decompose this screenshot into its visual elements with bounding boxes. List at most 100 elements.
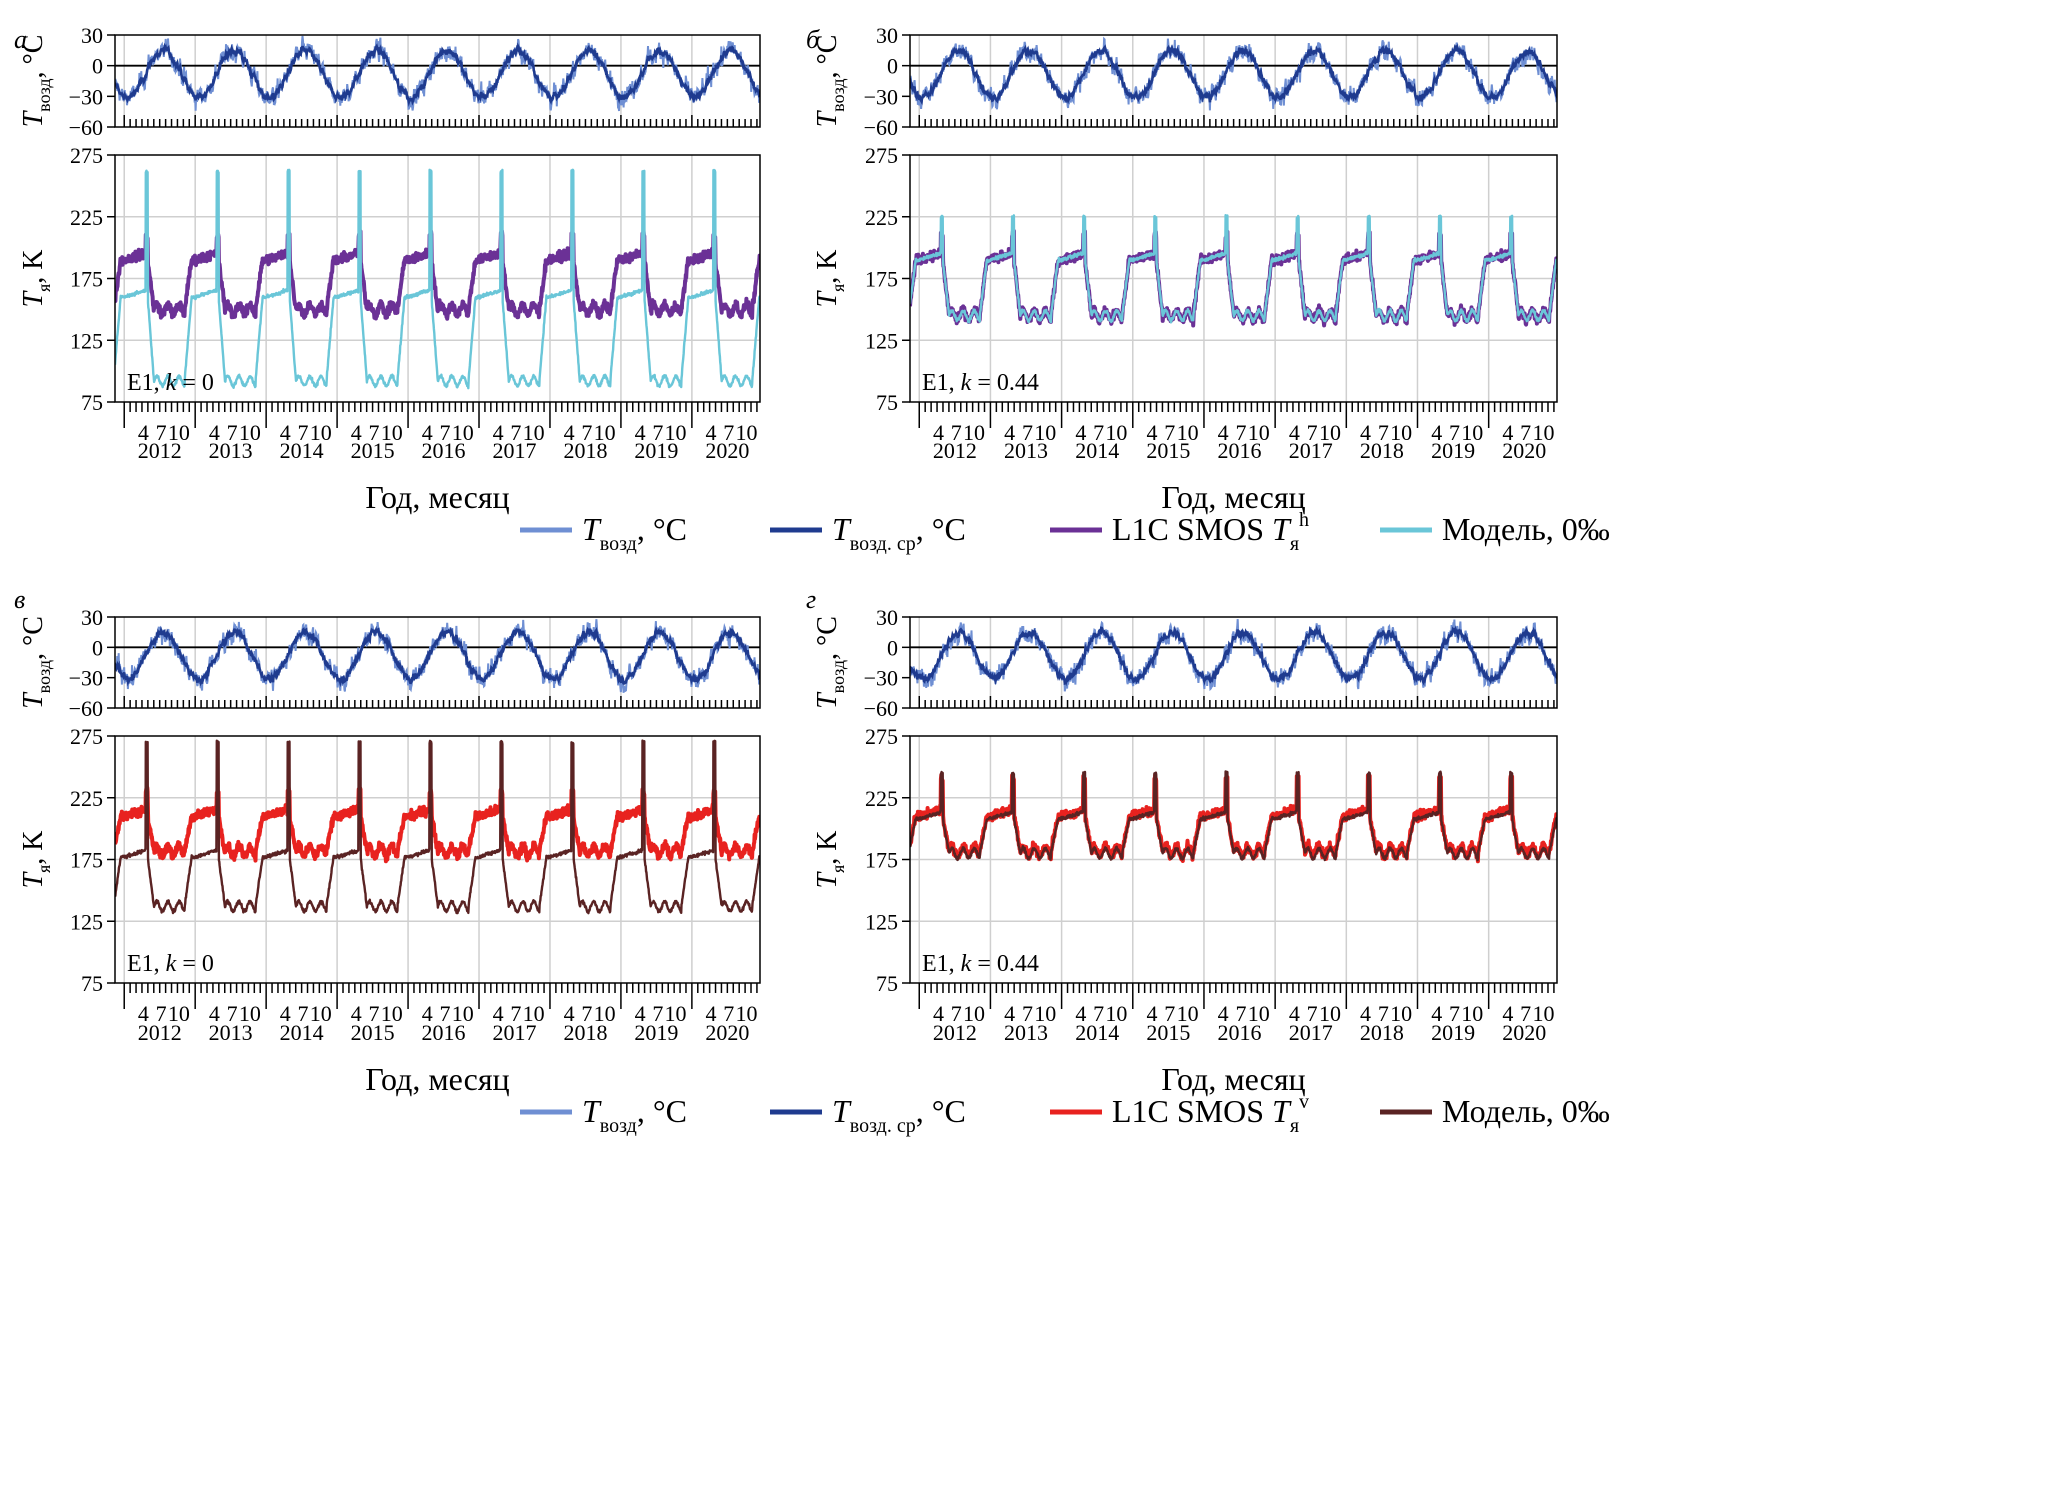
- tb-tick-label: 75: [876, 971, 898, 996]
- month-tick-label: 4: [1360, 1001, 1371, 1026]
- tb-axis-label: Tя, K: [812, 830, 848, 888]
- month-tick-label: 7: [227, 420, 238, 445]
- month-tick-label: 4: [351, 420, 362, 445]
- month-tick-label: 7: [1449, 1001, 1460, 1026]
- air-tick-label: −60: [864, 115, 898, 140]
- month-tick-label: 10: [310, 420, 332, 445]
- legend-text-sup: v: [1299, 1091, 1309, 1113]
- annotation-k: k: [166, 370, 177, 396]
- month-tick-label: 7: [1164, 1001, 1175, 1026]
- legend-text: Модель, 0‰: [1442, 511, 1610, 547]
- month-tick-label: 10: [1319, 420, 1341, 445]
- air-tick-label: −60: [69, 115, 103, 140]
- month-tick-label: 4: [706, 1001, 717, 1026]
- legend-text-main: T: [1272, 1093, 1292, 1129]
- month-tick-label: 4: [1004, 1001, 1015, 1026]
- month-tick-label: 4: [209, 1001, 220, 1026]
- month-tick-label: 7: [1164, 420, 1175, 445]
- month-tick-label: 7: [298, 420, 309, 445]
- month-tick-label: 10: [1532, 420, 1554, 445]
- month-tick-label: 10: [1034, 1001, 1056, 1026]
- panel-label: а: [14, 25, 27, 54]
- month-tick-label: 4: [422, 420, 433, 445]
- smos-tb-series: [115, 229, 760, 321]
- month-tick-label: 10: [736, 420, 758, 445]
- month-tick-label: 10: [523, 1001, 545, 1026]
- month-ticks: [123, 696, 758, 1009]
- year-label: 2012: [138, 438, 182, 463]
- legend-label: Модель, 0‰: [1442, 1093, 1610, 1129]
- gridlines: [910, 617, 1557, 983]
- year-label: 2020: [1502, 1020, 1546, 1045]
- month-tick-label: 4: [1147, 1001, 1158, 1026]
- tb-tick-label: 225: [70, 205, 103, 230]
- tb-axis-label-main: T: [18, 871, 49, 889]
- month-tick-label: 4: [493, 1001, 504, 1026]
- month-tick-label: 10: [963, 1001, 985, 1026]
- month-tick-label: 7: [510, 1001, 521, 1026]
- month-tick-label: 4: [1004, 420, 1015, 445]
- month-tick-label: 7: [368, 1001, 379, 1026]
- legend-text-unit: , °C: [637, 511, 687, 547]
- legend-text-sub: возд: [600, 533, 637, 555]
- air-tick-label: −30: [864, 84, 898, 109]
- model-tb-series: [910, 770, 1557, 862]
- month-tick-label: 4: [706, 420, 717, 445]
- year-label: 2015: [1146, 438, 1190, 463]
- month-tick-label: 10: [594, 1001, 616, 1026]
- x-axis-label: Год, месяц: [1161, 1061, 1305, 1097]
- month-ticks: [918, 115, 1555, 428]
- month-tick-label: 10: [381, 1001, 403, 1026]
- year-label: 2014: [1075, 1020, 1119, 1045]
- year-label: 2018: [1360, 1020, 1404, 1045]
- air-temperature-series: [910, 619, 1557, 692]
- model-tb-series: [115, 168, 760, 390]
- air-axis-label-main: T: [18, 691, 49, 709]
- year-label: 2018: [563, 438, 607, 463]
- annotation-site: E1,: [127, 951, 166, 977]
- month-tick-label: 7: [951, 1001, 962, 1026]
- annotation-k-value: = 0.44: [971, 370, 1039, 396]
- month-tick-label: 10: [1461, 1001, 1483, 1026]
- month-tick-label: 4: [1431, 1001, 1442, 1026]
- month-tick-label: 10: [310, 1001, 332, 1026]
- month-ticks: [123, 115, 758, 428]
- x-axis-label: Год, месяц: [365, 479, 509, 515]
- year-label: 2014: [280, 438, 324, 463]
- month-tick-label: 10: [452, 420, 474, 445]
- year-label: 2017: [1289, 1020, 1333, 1045]
- month-tick-label: 10: [1248, 420, 1270, 445]
- year-label: 2012: [138, 1020, 182, 1045]
- gridlines: [115, 35, 760, 402]
- month-tick-label: 10: [452, 1001, 474, 1026]
- month-tick-label: 4: [351, 1001, 362, 1026]
- tb-tick-label: 75: [876, 390, 898, 415]
- tb-tick-label: 275: [865, 143, 898, 168]
- air-axis-label-sub: возд: [34, 660, 54, 693]
- month-tick-label: 10: [168, 420, 190, 445]
- year-label: 2012: [933, 438, 977, 463]
- tb-tick-label: 125: [865, 909, 898, 934]
- month-tick-label: 7: [652, 1001, 663, 1026]
- month-tick-label: 10: [1319, 1001, 1341, 1026]
- tb-axis-label: Tя, K: [18, 830, 54, 888]
- panel-annotation: E1, k = 0.44: [922, 370, 1039, 396]
- air-tick-label: −30: [69, 666, 103, 691]
- year-label: 2016: [422, 1020, 466, 1045]
- month-tick-label: 10: [523, 420, 545, 445]
- legend-text-sub: возд. ср: [850, 533, 916, 555]
- month-tick-label: 10: [736, 1001, 758, 1026]
- year-label: 2012: [933, 1020, 977, 1045]
- panel-annotation: E1, k = 0: [127, 951, 214, 977]
- air-axis-label-main: T: [18, 109, 49, 127]
- air-axis-label: Tвозд, °C: [812, 616, 848, 709]
- tb-tick-label: 125: [865, 328, 898, 353]
- tb-tick-label: 175: [70, 848, 103, 873]
- x-axis-label: Год, месяц: [1161, 479, 1305, 515]
- month-tick-label: 4: [138, 420, 149, 445]
- month-tick-label: 4: [280, 1001, 291, 1026]
- air-axis-label: Tвозд, °C: [812, 35, 848, 128]
